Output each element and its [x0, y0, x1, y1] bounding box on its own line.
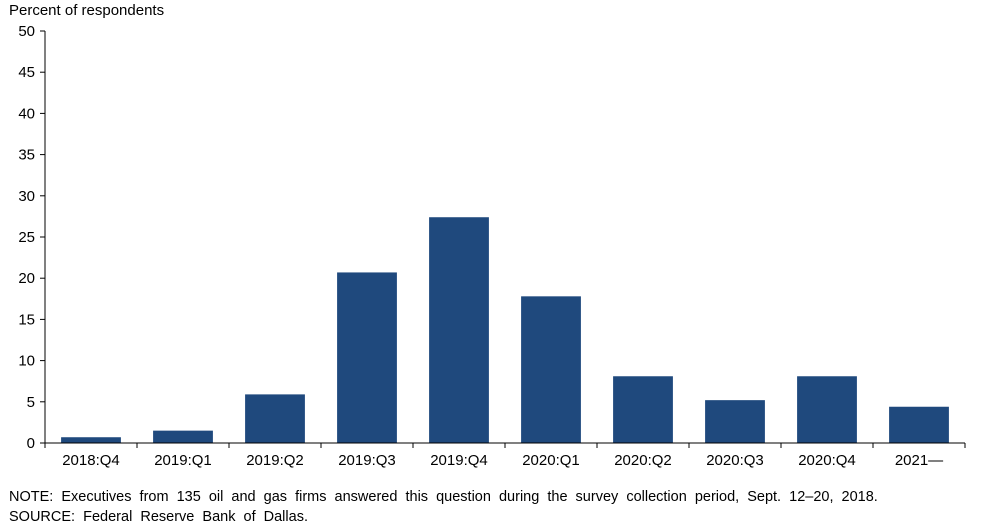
y-axis-ticks: 0 5 10 15 20 25 30 35 40 45 50: [18, 23, 45, 452]
bar-2020:Q2: [613, 376, 673, 443]
source-text: SOURCE: Federal Reserve Bank of Dallas.: [9, 509, 308, 525]
y-tick-label: 35: [18, 147, 35, 164]
y-tick-label: 0: [27, 435, 35, 452]
y-tick-label: 10: [18, 353, 35, 370]
y-tick-label: 15: [18, 311, 35, 328]
bar-2019:Q3: [337, 272, 397, 443]
y-tick-label: 25: [18, 229, 35, 246]
x-tick-label: 2021—: [895, 452, 943, 469]
x-tick-label: 2020:Q2: [614, 452, 672, 469]
bar-2021—: [889, 406, 949, 443]
bar-2020:Q3: [705, 400, 765, 443]
y-tick-label: 30: [18, 188, 35, 205]
bar-2018:Q4: [61, 437, 121, 443]
y-axis-title: Percent of respondents: [9, 2, 165, 19]
y-tick-label: 20: [18, 270, 35, 287]
x-tick-label: 2020:Q4: [798, 452, 856, 469]
y-tick-label: 50: [18, 23, 35, 40]
y-tick-label: 45: [18, 64, 35, 81]
x-tick-label: 2019:Q2: [246, 452, 304, 469]
x-tick-label: 2018:Q4: [62, 452, 120, 469]
y-tick-label: 5: [27, 394, 35, 411]
note-text: NOTE: Executives from 135 oil and gas fi…: [9, 489, 878, 505]
chart-notes: NOTE: Executives from 135 oil and gas fi…: [9, 487, 878, 527]
bar-2019:Q1: [153, 430, 213, 443]
x-tick-label: 2019:Q1: [154, 452, 212, 469]
x-tick-label: 2020:Q3: [706, 452, 764, 469]
bar-2020:Q4: [797, 376, 857, 443]
x-axis-ticks: 2018:Q4 2019:Q1 2019:Q2 2019:Q3 2019:Q4 2020:…: [44, 443, 966, 469]
y-tick-label: 40: [18, 105, 35, 122]
bars-group: [61, 217, 949, 443]
bar-2019:Q4: [429, 217, 489, 443]
x-tick-label: 2019:Q4: [430, 452, 488, 469]
bar-2020:Q1: [521, 296, 581, 443]
axes: [44, 31, 965, 444]
x-tick-label: 2019:Q3: [338, 452, 396, 469]
x-tick-label: 2020:Q1: [522, 452, 580, 469]
bar-2019:Q2: [245, 394, 305, 443]
